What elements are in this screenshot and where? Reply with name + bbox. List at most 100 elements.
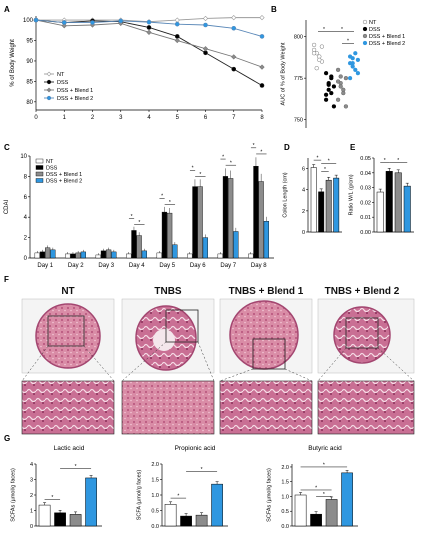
data-point bbox=[146, 19, 152, 25]
significance-star: * bbox=[328, 159, 330, 165]
bar bbox=[195, 514, 208, 527]
propionic-acid-bar-chart: 0.0 0.5 1.0 1.5 2.0 SCFA (µmol/g faces) Propio… bbox=[137, 445, 228, 530]
histology-zoom-nt bbox=[21, 380, 115, 435]
significance-star: * bbox=[341, 27, 343, 33]
y-tick-label: 85 bbox=[26, 79, 33, 85]
data-point bbox=[61, 20, 67, 25]
x-tick-label: Day 8 bbox=[251, 263, 267, 269]
y-tick-label: 6 bbox=[24, 195, 28, 201]
y-tick-label: 2 bbox=[30, 493, 33, 499]
bar bbox=[310, 167, 317, 233]
bar bbox=[136, 235, 142, 259]
significance-star: * bbox=[138, 220, 140, 226]
y-tick-label: 800 bbox=[294, 35, 303, 41]
scatter-point bbox=[343, 104, 349, 109]
x-tick-label: Day 7 bbox=[220, 263, 236, 269]
y-tick-label: 1.5 bbox=[281, 480, 289, 486]
x-tick-label: 5 bbox=[176, 115, 180, 121]
data-point bbox=[231, 25, 237, 31]
y-tick-label: 0.0 bbox=[151, 524, 159, 530]
y-axis-label: AUC of % of Body Weight bbox=[281, 42, 287, 105]
significance-star: * bbox=[397, 158, 399, 164]
y-tick-label: 0.04 bbox=[360, 171, 371, 177]
significance-star: * bbox=[253, 143, 255, 149]
significance-star: * bbox=[161, 194, 163, 200]
bar bbox=[50, 249, 56, 259]
data-point bbox=[174, 17, 180, 23]
scatter-point bbox=[329, 74, 334, 79]
legend-label: DSS bbox=[46, 166, 58, 172]
data-point bbox=[231, 54, 237, 60]
legend-marker bbox=[362, 26, 368, 32]
y-tick-label: 775 bbox=[294, 76, 303, 82]
y-tick-label: 1.0 bbox=[151, 493, 159, 499]
scatter-point bbox=[350, 56, 355, 61]
bar bbox=[192, 186, 198, 259]
y-tick-label: 0 bbox=[302, 230, 305, 236]
significance-star: * bbox=[199, 172, 201, 178]
bar bbox=[180, 515, 192, 527]
data-point bbox=[231, 15, 237, 21]
data-point bbox=[174, 37, 180, 44]
data-point bbox=[202, 46, 209, 52]
x-tick-label: 4 bbox=[147, 115, 151, 121]
y-tick-label: 6 bbox=[302, 167, 305, 173]
scatter-point bbox=[353, 67, 358, 72]
y-tick-label: 0.02 bbox=[360, 200, 371, 206]
cdai-bar-chart: 0 2 4 6 8 10 CDAI Day 1 Day 2 Day 3 Day 4 Day 5 Day … bbox=[4, 143, 274, 269]
y-tick-label: 0.05 bbox=[360, 156, 371, 162]
legend-label: NT bbox=[369, 20, 377, 26]
tissue-section-nt bbox=[35, 303, 101, 369]
data-point bbox=[259, 83, 265, 88]
y-tick-label: 0.5 bbox=[281, 509, 289, 515]
bar bbox=[100, 250, 107, 259]
y-tick-label: 2.0 bbox=[281, 465, 289, 471]
scatter-point bbox=[323, 97, 329, 102]
y-tick-label: 100 bbox=[23, 18, 34, 24]
x-tick-label: Day 4 bbox=[129, 263, 145, 269]
x-tick-label: 8 bbox=[260, 115, 264, 121]
data-point bbox=[174, 21, 180, 27]
bar bbox=[69, 514, 82, 527]
significance-star: * bbox=[384, 158, 386, 164]
histology-title-blend2: TNBS + Blend 2 bbox=[325, 286, 400, 297]
significance-star: * bbox=[316, 156, 318, 162]
y-tick-label: 0.5 bbox=[151, 509, 159, 515]
y-tick-label: 1.5 bbox=[151, 478, 159, 484]
y-tick-label: 0 bbox=[24, 256, 28, 262]
bar bbox=[111, 251, 117, 259]
y-tick-label: 4 bbox=[24, 215, 28, 221]
bar bbox=[253, 165, 259, 259]
scatter-point bbox=[326, 87, 331, 92]
legend-marker bbox=[362, 40, 368, 46]
y-axis-label: SCFAs (µmol/g faces) bbox=[267, 468, 273, 522]
tissue-section-blend2 bbox=[333, 306, 391, 364]
scatter-point bbox=[335, 97, 341, 102]
y-tick-label: 750 bbox=[294, 118, 303, 124]
x-tick-label: Day 1 bbox=[37, 263, 53, 269]
significance-star: * bbox=[230, 161, 232, 167]
scatter-point bbox=[323, 71, 329, 76]
y-axis-label: % of Body Weight bbox=[10, 39, 16, 87]
significance-star: * bbox=[192, 166, 194, 172]
legend-marker bbox=[46, 95, 52, 101]
bar bbox=[228, 178, 234, 259]
x-tick-label: Day 6 bbox=[190, 263, 206, 269]
histology-zoom-blend1 bbox=[219, 380, 313, 435]
data-point bbox=[174, 34, 180, 39]
bar bbox=[385, 171, 393, 233]
legend-marker bbox=[46, 87, 52, 93]
bar bbox=[310, 513, 322, 527]
bar bbox=[75, 252, 81, 259]
zoom-connectors bbox=[21, 341, 415, 382]
weight-line-chart: 80 85 90 95 100 % of Body Weight 0 1 2 3 4 5 6 7 8 NT DS… bbox=[10, 15, 265, 121]
bar bbox=[106, 249, 112, 259]
bar bbox=[318, 191, 325, 233]
legend-marker bbox=[362, 33, 368, 39]
y-axis-label: SCFAs (µmol/g faces) bbox=[11, 468, 17, 522]
bar bbox=[45, 247, 51, 259]
bar bbox=[167, 212, 173, 259]
scatter-point bbox=[338, 74, 343, 79]
